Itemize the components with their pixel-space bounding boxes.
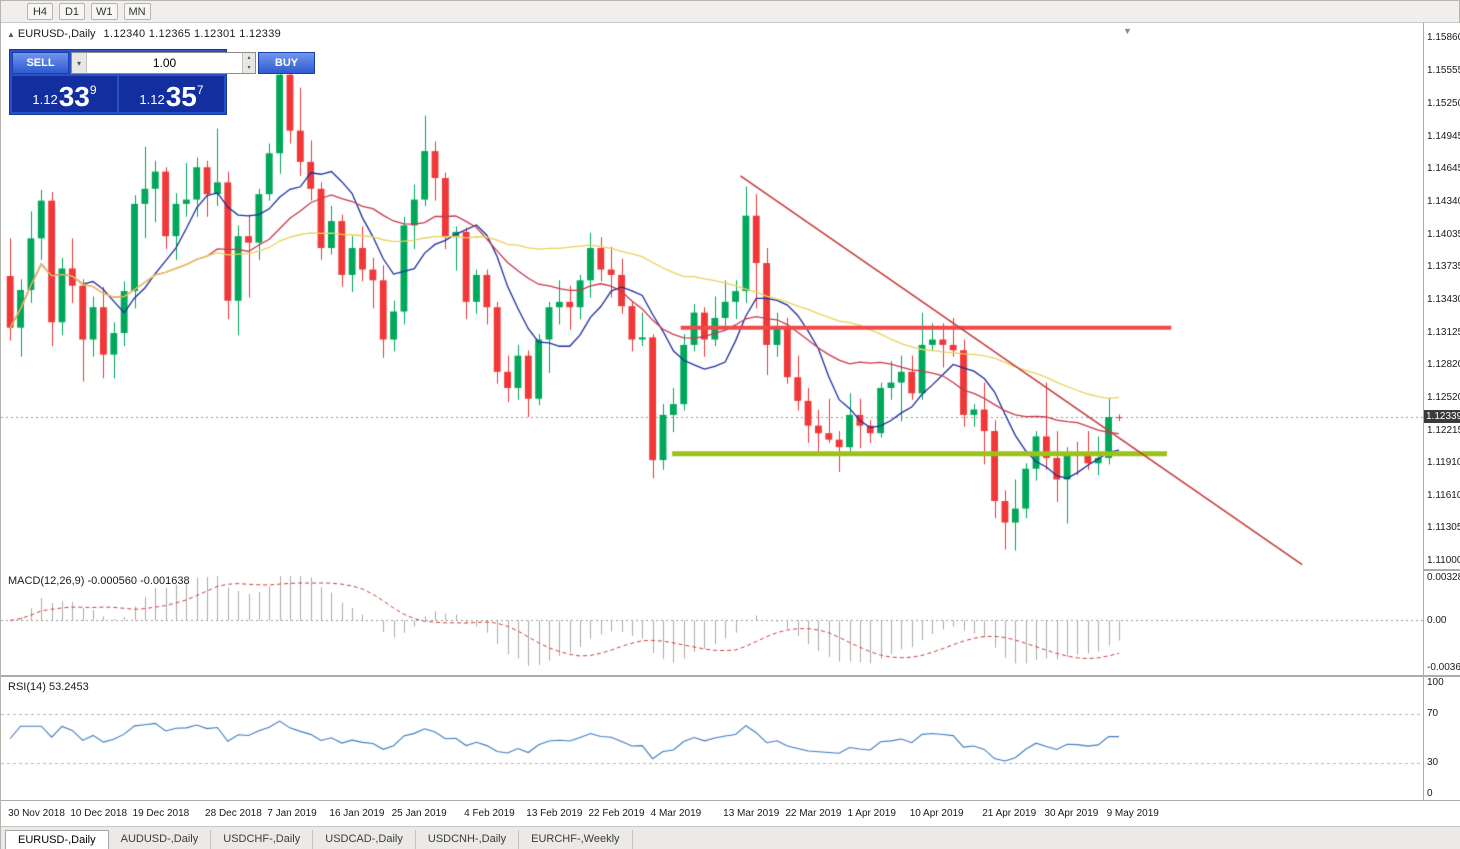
buy-button[interactable]: BUY	[258, 52, 315, 74]
price-tick-label: 1.13735	[1427, 260, 1460, 272]
symbol-tab-eurusd-daily[interactable]: EURUSD-,Daily	[5, 830, 109, 849]
date-label: 19 Dec 2018	[132, 808, 190, 819]
macd-axis: 0.003287 0.00 -0.003651	[1423, 571, 1460, 675]
buy-price-display[interactable]: 1.12 35 7	[119, 76, 224, 112]
rsi-axis-label: 30	[1427, 757, 1439, 769]
volume-spinner: ▴ ▾	[242, 53, 255, 73]
date-label: 16 Jan 2019	[329, 808, 385, 819]
buy-price-prefix: 1.12	[139, 92, 165, 107]
date-label: 4 Feb 2019	[464, 808, 515, 819]
symbol-tab-audusd-daily[interactable]: AUDUSD-,Daily	[109, 830, 212, 849]
date-label: 10 Apr 2019	[909, 808, 964, 819]
macd-canvas	[1, 571, 1423, 675]
chart-symbol-label: EURUSD-,Daily	[17, 28, 96, 40]
main-chart-panel[interactable]: ▲ EURUSD-,Daily 1.12340 1.12365 1.12301 1.…	[1, 23, 1460, 571]
sell-price-pip-digit: 9	[89, 83, 97, 97]
collapse-icon[interactable]: ▲	[7, 30, 15, 39]
price-tick-label: 1.12520	[1427, 391, 1460, 403]
price-axis: 1.15860 1.15555 1.15250 1.14945 1.14645 1.143…	[1423, 23, 1460, 569]
candlestick-chart-canvas[interactable]	[1, 23, 1423, 571]
rsi-axis-label: 0	[1427, 788, 1433, 799]
macd-label: MACD(12,26,9) -0.000560 -0.001638	[8, 575, 190, 587]
date-label: 10 Dec 2018	[70, 808, 128, 819]
symbol-tab-usdcad-daily[interactable]: USDCAD-,Daily	[313, 830, 416, 849]
timeframe-buttons: H4 D1 W1 MN	[27, 3, 151, 20]
timeframe-toolbar: H4 D1 W1 MN	[1, 1, 1459, 23]
symbol-tab-usdcnh-daily[interactable]: USDCNH-,Daily	[416, 830, 520, 849]
date-label: 30 Apr 2019	[1044, 808, 1099, 819]
date-label: 9 May 2019	[1106, 808, 1159, 819]
sell-price-prefix: 1.12	[32, 92, 58, 107]
price-tick-label: 1.15860	[1427, 32, 1460, 44]
price-tick-label: 1.12215	[1427, 424, 1460, 436]
trade-prices-row: 1.12 33 9 1.12 35 7	[12, 76, 224, 112]
date-label: 22 Feb 2019	[588, 808, 645, 819]
volume-control: ▾ ▴ ▾	[71, 52, 256, 74]
sell-button[interactable]: SELL	[12, 52, 69, 74]
trade-controls-row: SELL ▾ ▴ ▾ BUY	[12, 52, 315, 74]
date-label: 13 Mar 2019	[723, 808, 780, 819]
volume-input[interactable]	[87, 53, 242, 73]
rsi-axis-label: 100	[1427, 677, 1444, 688]
volume-decrease-button[interactable]: ▾	[243, 63, 255, 73]
timeframe-button-mn[interactable]: MN	[123, 3, 151, 20]
date-label: 21 Apr 2019	[982, 808, 1037, 819]
price-tick-label: 1.11910	[1427, 457, 1460, 469]
price-tick-label: 1.14340	[1427, 195, 1460, 207]
symbol-tabbar: EURUSD-,Daily AUDUSD-,Daily USDCHF-,Daily U…	[1, 827, 1460, 849]
symbol-tab-eurchf-weekly[interactable]: EURCHF-,Weekly	[519, 830, 633, 849]
current-price-tag: 1.12339	[1424, 410, 1460, 424]
price-tick-label: 1.14035	[1427, 228, 1460, 240]
date-label: 7 Jan 2019	[267, 808, 317, 819]
timeframe-button-w1[interactable]: W1	[91, 3, 118, 20]
buy-price-pip-digit: 7	[196, 83, 204, 97]
sell-price-display[interactable]: 1.12 33 9	[12, 76, 117, 112]
rsi-indicator-panel[interactable]: RSI(14) 53.2453 100 70 30 0	[1, 677, 1460, 801]
date-label: 13 Feb 2019	[526, 808, 583, 819]
rsi-axis-label: 70	[1427, 707, 1439, 719]
date-label: 30 Nov 2018	[8, 808, 65, 819]
price-tick-label: 1.15250	[1427, 97, 1460, 109]
price-tick-label: 1.11305	[1427, 522, 1460, 534]
price-tick-label: 1.13430	[1427, 293, 1460, 305]
volume-dropdown-button[interactable]: ▾	[72, 53, 87, 73]
timeframe-button-d1[interactable]: D1	[59, 3, 85, 20]
macd-axis-label: 0.00	[1427, 614, 1447, 626]
price-tick-label: 1.11610	[1427, 489, 1460, 501]
price-tick-label: 1.14945	[1427, 130, 1460, 142]
buy-price-big-digits: 35	[165, 81, 197, 112]
chart-ohlc-values: 1.12340 1.12365 1.12301 1.12339	[103, 28, 282, 40]
rsi-label: RSI(14) 53.2453	[8, 681, 89, 693]
symbol-tab-usdchf-daily[interactable]: USDCHF-,Daily	[211, 830, 314, 849]
price-tick-label: 1.12820	[1427, 359, 1460, 371]
date-label: 22 Mar 2019	[785, 808, 842, 819]
sell-price-big-digits: 33	[58, 81, 90, 112]
volume-increase-button[interactable]: ▴	[243, 53, 255, 63]
price-tick-label: 1.15555	[1427, 64, 1460, 76]
price-tick-label: 1.14645	[1427, 162, 1460, 174]
timeframe-button-h4[interactable]: H4	[27, 3, 53, 20]
macd-axis-label: 0.003287	[1427, 572, 1460, 583]
price-tick-label: 1.13125	[1427, 326, 1460, 338]
date-label: 28 Dec 2018	[205, 808, 262, 819]
rsi-canvas	[1, 677, 1423, 800]
date-axis: 30 Nov 2018 10 Dec 2018 19 Dec 2018 28 Dec …	[1, 801, 1460, 827]
date-label: 1 Apr 2019	[847, 808, 896, 819]
date-label: 25 Jan 2019	[391, 808, 447, 819]
macd-axis-label: -0.003651	[1427, 662, 1460, 673]
chart-shift-icon[interactable]: ▼	[1123, 26, 1132, 36]
chart-title: ▲ EURUSD-,Daily 1.12340 1.12365 1.12301 1.…	[7, 28, 281, 40]
price-tick-label: 1.11000	[1427, 555, 1460, 567]
date-label: 4 Mar 2019	[650, 808, 702, 819]
rsi-axis: 100 70 30 0	[1423, 677, 1460, 800]
macd-indicator-panel[interactable]: MACD(12,26,9) -0.000560 -0.001638 0.0032…	[1, 571, 1460, 677]
